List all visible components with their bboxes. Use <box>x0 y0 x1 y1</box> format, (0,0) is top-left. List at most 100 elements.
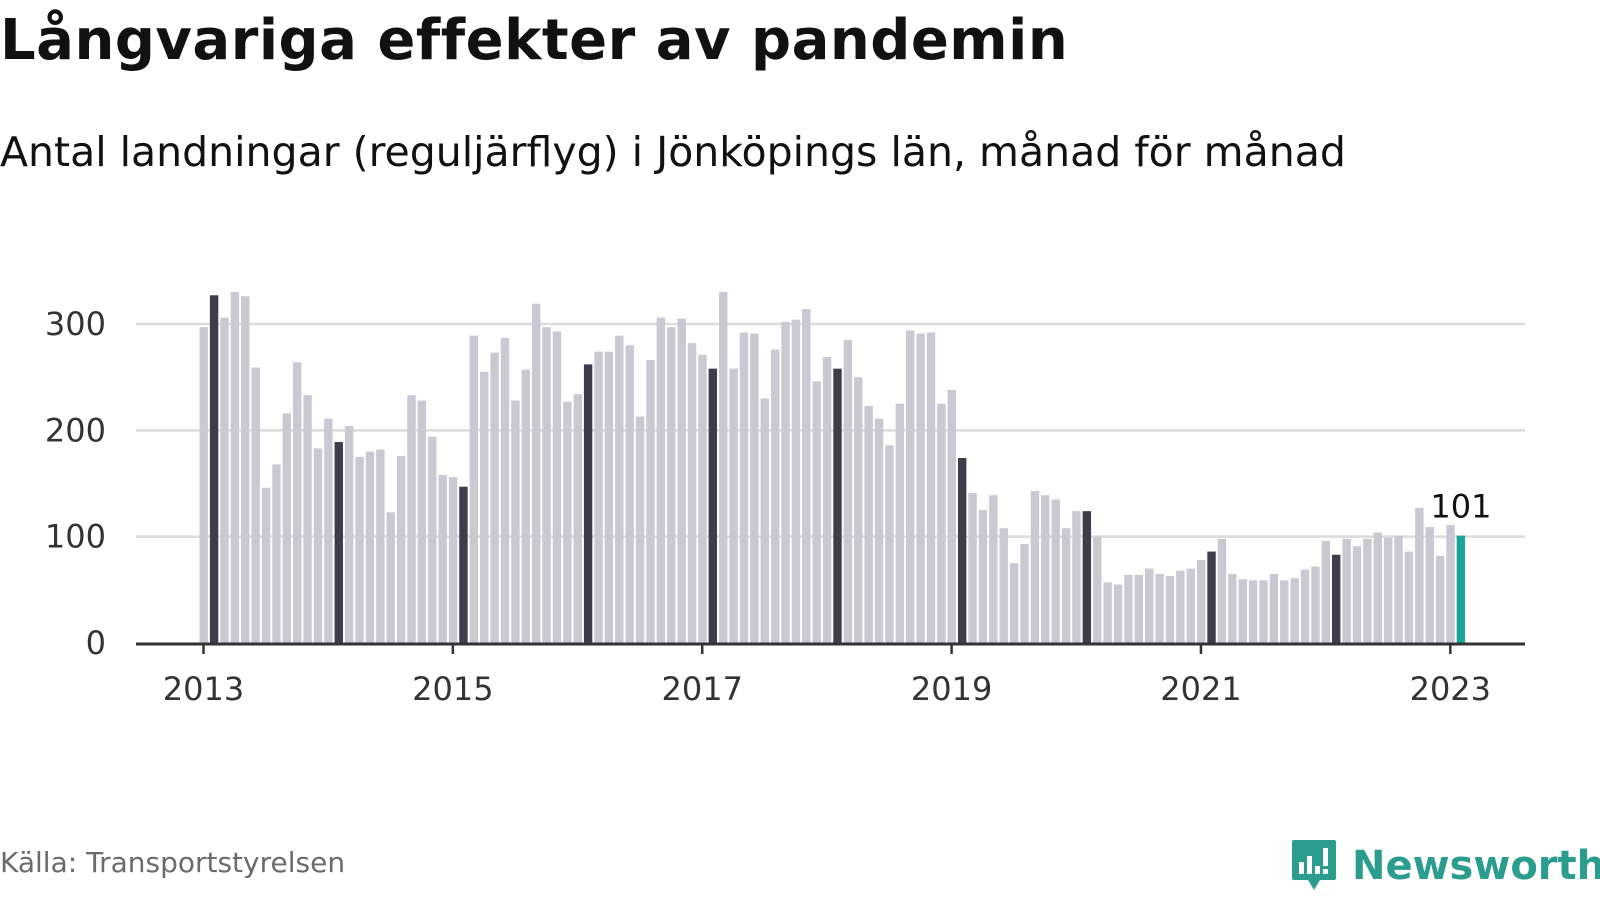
bar <box>770 349 780 643</box>
x-tick-label: 2015 <box>412 670 493 708</box>
bar <box>563 401 572 643</box>
bar <box>1238 579 1247 643</box>
bar <box>428 436 437 643</box>
bar <box>708 368 718 643</box>
bar <box>750 333 759 643</box>
bar <box>376 449 385 643</box>
bar <box>511 400 520 643</box>
bar-chart: 0 100 200 300 101 2013 2015 2017 2019 2021 2023 <box>45 292 1525 708</box>
bar <box>864 405 873 643</box>
x-tick-label: 2013 <box>163 670 244 708</box>
bar <box>635 416 645 643</box>
bar <box>739 332 749 643</box>
bar <box>1061 528 1071 643</box>
chart-subtitle: Antal landningar (reguljärflyg) i Jönköp… <box>0 128 1346 176</box>
bar <box>625 345 634 643</box>
bar <box>968 493 977 643</box>
bar <box>1155 573 1164 643</box>
bar <box>1373 532 1382 643</box>
bar <box>1290 578 1299 643</box>
bar <box>1342 538 1351 643</box>
bar <box>459 486 468 643</box>
bar <box>1456 535 1466 643</box>
brand-name: Newsworthy <box>1352 843 1600 889</box>
bar <box>1082 511 1092 643</box>
y-tick-label: 100 <box>45 518 106 556</box>
bar <box>1051 499 1060 643</box>
bar <box>500 337 510 643</box>
bar <box>1300 569 1310 643</box>
bar <box>1259 580 1268 643</box>
bar <box>698 354 707 643</box>
bar <box>480 371 489 643</box>
bar <box>729 368 738 643</box>
bar <box>313 448 323 643</box>
bar <box>802 309 811 643</box>
bar <box>1280 580 1289 643</box>
x-tick-label: 2021 <box>1160 670 1241 708</box>
bar <box>1248 580 1258 643</box>
bar <box>947 389 956 643</box>
bar <box>1134 574 1143 643</box>
bar <box>1009 563 1019 643</box>
newsworthy-logo-icon <box>1292 840 1336 890</box>
bar <box>822 356 832 643</box>
bar <box>1176 570 1185 643</box>
bar <box>220 317 229 643</box>
bar <box>656 317 666 643</box>
bar <box>1352 546 1362 643</box>
bar <box>1196 560 1206 643</box>
bar <box>895 403 905 643</box>
bar <box>1404 551 1414 643</box>
bar <box>386 512 395 643</box>
bar <box>781 321 790 643</box>
bar <box>1446 524 1455 643</box>
bar <box>521 369 530 643</box>
bar <box>293 362 302 643</box>
bar <box>937 403 946 643</box>
bar <box>407 395 416 643</box>
source-note: Källa: Transportstyrelsen <box>0 846 346 879</box>
bar <box>646 360 655 643</box>
bar <box>719 292 728 643</box>
bar <box>1415 507 1424 643</box>
bar <box>1113 584 1123 643</box>
bar <box>241 296 250 643</box>
bar <box>1072 511 1081 643</box>
bar <box>906 330 915 643</box>
bar <box>667 327 676 643</box>
bar <box>1332 554 1341 643</box>
bar <box>448 477 458 643</box>
x-tick-label: 2023 <box>1410 670 1491 708</box>
bar <box>843 339 853 643</box>
bar <box>1165 576 1175 643</box>
y-tick-label: 300 <box>45 305 106 343</box>
bar <box>230 292 240 643</box>
y-tick-label: 0 <box>86 624 106 662</box>
bar <box>542 327 551 643</box>
bar <box>469 335 479 643</box>
bar <box>1435 555 1445 643</box>
bar <box>885 445 894 643</box>
chart-title: Långvariga effekter av pandemin <box>0 8 1069 73</box>
bar <box>1394 535 1403 643</box>
bar <box>812 381 821 643</box>
bar <box>490 352 499 643</box>
bar <box>355 456 364 643</box>
bar <box>1311 566 1320 643</box>
bar <box>1425 527 1434 643</box>
bar <box>417 400 427 643</box>
bar <box>926 332 936 643</box>
bar <box>1030 490 1040 643</box>
latest-value-label: 101 <box>1430 488 1491 526</box>
bar <box>272 464 281 643</box>
bar <box>615 335 624 643</box>
bar <box>1228 573 1237 643</box>
bar <box>604 351 614 643</box>
bar <box>261 487 271 643</box>
bar <box>438 474 447 643</box>
x-tick-label: 2019 <box>911 670 992 708</box>
bar <box>1217 538 1227 643</box>
bar <box>396 455 406 643</box>
bar <box>583 364 593 643</box>
